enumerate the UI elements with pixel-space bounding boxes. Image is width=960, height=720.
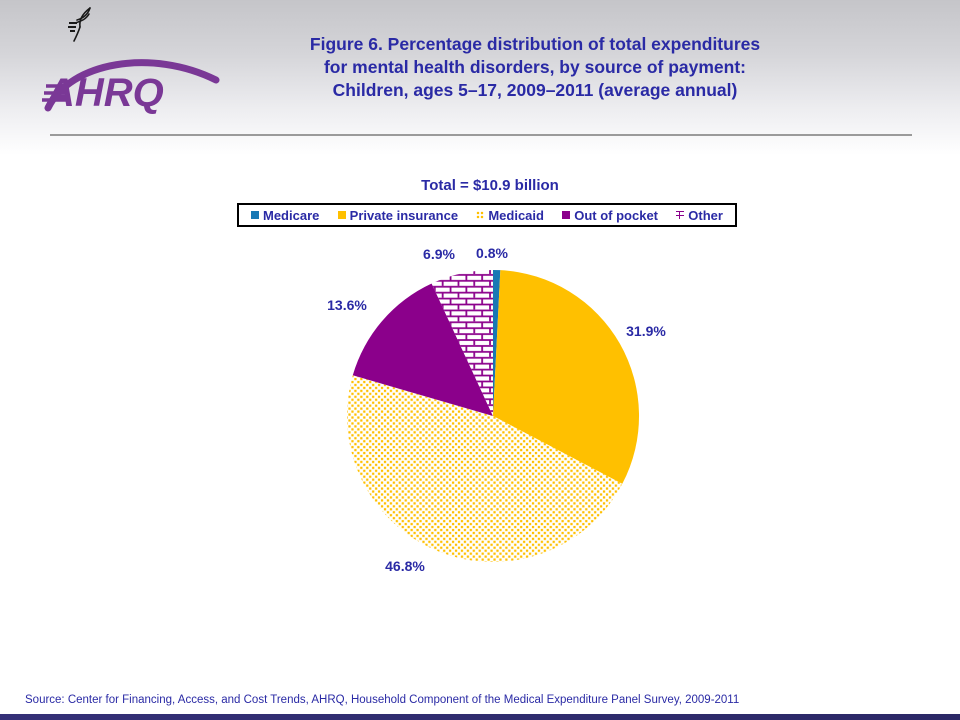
legend-item-medicaid: Medicaid xyxy=(476,208,544,223)
legend-label-other: Other xyxy=(688,207,723,223)
source-note: Source: Center for Financing, Access, an… xyxy=(25,694,740,706)
legend-item-private-insurance: Private insurance xyxy=(337,207,459,223)
pie-slice-medicaid xyxy=(346,375,623,562)
slice-label-medicaid: 46.8% xyxy=(385,558,425,574)
slice-label-medicare: 0.8% xyxy=(476,245,508,261)
legend-label-medicaid: Medicaid xyxy=(488,207,544,223)
legend-item-out-of-pocket: Out of pocket xyxy=(562,208,658,223)
pie-slice-other xyxy=(431,269,493,416)
private-insurance-swatch-icon xyxy=(337,211,346,219)
legend-label-out-of-pocket: Out of pocket xyxy=(574,207,659,223)
out-of-pocket-swatch-icon xyxy=(562,211,571,219)
legend-item-other: Other xyxy=(676,208,723,223)
legend-item-medicare: Medicare xyxy=(251,208,319,223)
legend-label-private-insurance: Private insurance xyxy=(349,207,459,223)
figure-title-line-1: Figure 6. Percentage distribution of tot… xyxy=(309,34,761,54)
hhs-ahrq-logo: AHRQ xyxy=(40,4,230,116)
slice-label-out-of-pocket: 13.6% xyxy=(327,297,367,313)
pie-slice-private-insurance xyxy=(493,270,640,484)
bottom-bar xyxy=(0,714,960,720)
pie-slice-medicare xyxy=(493,269,501,416)
medicaid-swatch-icon xyxy=(476,211,485,219)
ahrq-logo: AHRQ xyxy=(42,59,220,114)
slice-label-other: 6.9% xyxy=(423,246,455,262)
header xyxy=(0,0,960,155)
figure-title-line-3: Children, ages 5–17, 2009–2011 (average … xyxy=(332,80,738,100)
medicare-swatch-icon xyxy=(251,211,259,219)
figure-title-line-2: for mental health disorders, by source o… xyxy=(323,57,747,77)
slice-label-private-insurance: 31.9% xyxy=(626,323,666,339)
pie-chart xyxy=(345,268,641,564)
legend-label-medicare: Medicare xyxy=(263,207,320,223)
other-swatch-icon xyxy=(676,211,685,219)
total-label: Total = $10.9 billion xyxy=(421,177,559,194)
hhs-eagle-icon xyxy=(68,7,91,42)
pie-svg xyxy=(346,269,640,562)
header-divider xyxy=(50,134,912,136)
figure-title: Figure 6. Percentage distribution of tot… xyxy=(190,33,880,102)
pie-slice-out-of-pocket xyxy=(352,283,493,416)
ahrq-logo-text: AHRQ xyxy=(45,71,164,114)
legend: Medicare Private insurance Medicaid Out … xyxy=(237,203,737,227)
